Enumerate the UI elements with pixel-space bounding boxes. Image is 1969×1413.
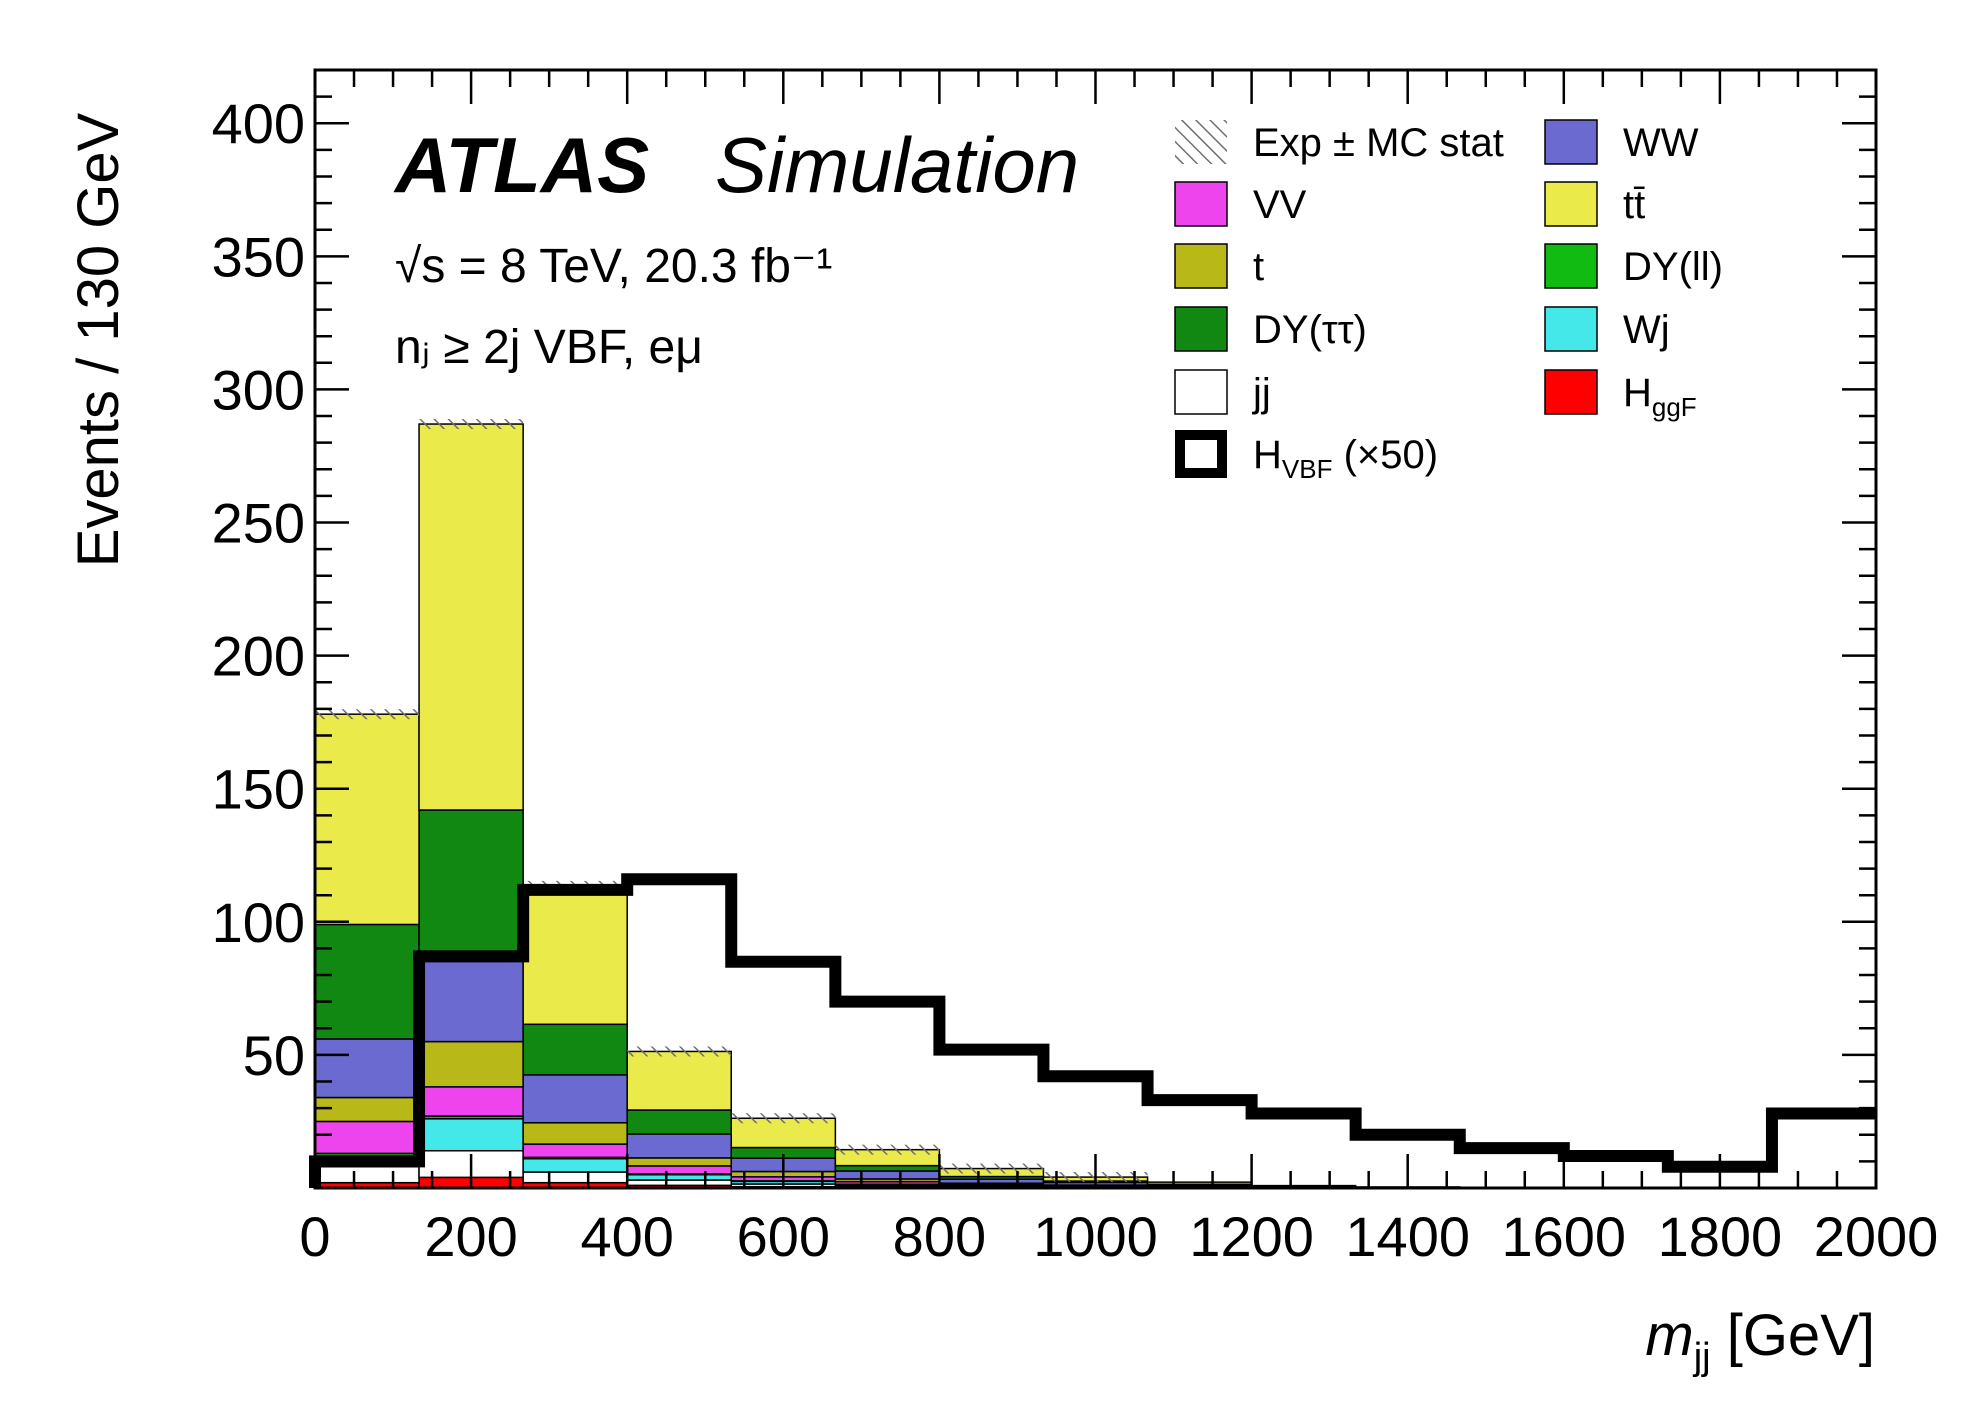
legend-signal-label: HVBF (×50): [1253, 433, 1438, 484]
mc-stat-band-bin-1: [419, 419, 524, 430]
bar-VV-bin-1: [418, 1086, 524, 1117]
legend-Wj-swatch: [1544, 306, 1598, 352]
bar-DYtautau-bin-3: [626, 1109, 732, 1135]
bar-ttbar-bin-3: [626, 1050, 732, 1111]
legend-t-swatch: [1174, 243, 1228, 289]
bar-jj-bin-0: [314, 1165, 420, 1184]
y-tick-label: 400: [212, 92, 305, 155]
y-tick-label: 150: [212, 758, 305, 821]
bar-VV-bin-0: [314, 1120, 420, 1155]
bar-ttbar-bin-0: [314, 713, 420, 926]
axis-ticks: [313, 68, 1878, 1188]
stacked-bars: [314, 423, 1669, 1189]
bar-Wj-bin-2: [522, 1157, 628, 1173]
experiment-label: ATLAS: [393, 121, 649, 209]
bar-DYtautau-bin-1: [418, 809, 524, 952]
legend-jj-label: jj: [1252, 371, 1271, 415]
y-tick-label: 350: [212, 225, 305, 288]
mc-stat-band-bin-4: [731, 1113, 836, 1124]
bar-WW-bin-2: [522, 1074, 628, 1124]
legend-WW-swatch: [1544, 119, 1598, 165]
mc-stat-band-bin-3: [627, 1046, 732, 1057]
legend-DYtautau-swatch: [1174, 306, 1228, 352]
x-tick-label: 800: [893, 1205, 986, 1268]
axis-tick-labels: 0 200 400 600 800 1000 1200 1400 1600 1800 2000 50 1…: [212, 92, 1939, 1268]
bar-t-bin-2: [522, 1122, 628, 1145]
bar-jj-bin-2: [522, 1171, 628, 1184]
bar-DYtautau-bin-2: [522, 1023, 628, 1076]
bar-ttbar-bin-1: [418, 423, 524, 811]
x-tick-label: 1800: [1658, 1205, 1783, 1268]
x-tick-label: 1400: [1345, 1205, 1470, 1268]
y-tick-label: 300: [212, 358, 305, 421]
legend-DYll-label: DY(ll): [1623, 245, 1723, 289]
selection-label: nⱼ ≥ 2j VBF, eμ: [395, 321, 703, 374]
legend-DYtautau-label: DY(ττ): [1253, 308, 1367, 352]
bar-t-bin-0: [314, 1096, 420, 1123]
legend-VV-label: VV: [1253, 183, 1307, 227]
x-axis-title-unit: [GeV]: [1711, 1303, 1875, 1368]
legend-exp-mc-stat-swatch: [1175, 120, 1227, 164]
bar-WW-bin-0: [314, 1038, 420, 1099]
x-tick-label: 2000: [1814, 1205, 1939, 1268]
y-axis-title: Events / 130 GeV: [66, 112, 131, 567]
legend-Wj-label: Wj: [1623, 308, 1670, 352]
y-tick-label: 100: [212, 891, 305, 954]
x-tick-label: 600: [737, 1205, 830, 1268]
bar-WW-bin-1: [418, 950, 524, 1043]
x-tick-label: 0: [299, 1205, 330, 1268]
mc-stat-band-bin-6: [939, 1163, 1044, 1174]
bar-jj-bin-3: [626, 1179, 732, 1187]
legend-ttbar-label: tt̄: [1623, 183, 1645, 227]
x-axis-title: mjj [GeV]: [1645, 1303, 1875, 1378]
y-tick-label: 50: [243, 1024, 305, 1087]
x-axis-title-symbol: m: [1645, 1303, 1693, 1368]
x-tick-label: 200: [424, 1205, 517, 1268]
mc-stat-band-bin-5: [835, 1144, 940, 1155]
x-tick-label: 1200: [1189, 1205, 1314, 1268]
bar-WW-bin-5: [834, 1170, 941, 1180]
legend-HggF-swatch: [1544, 369, 1598, 415]
bar-ttbar-bin-2: [522, 885, 628, 1026]
bar-t-bin-3: [626, 1157, 732, 1167]
legend-signal-swatch: [1175, 430, 1227, 478]
simulation-label: Simulation: [715, 121, 1079, 209]
bar-Wj-bin-1: [418, 1118, 524, 1152]
x-axis-title-sub: jj: [1693, 1336, 1711, 1378]
mc-stat-band-bin-0: [315, 709, 420, 720]
bar-DYtautau-bin-0: [314, 923, 420, 1040]
x-tick-label: 400: [580, 1205, 673, 1268]
legend-jj-swatch: [1174, 369, 1228, 415]
y-tick-label: 250: [212, 492, 305, 555]
bar-t-bin-1: [418, 1040, 524, 1088]
legend-t-label: t: [1253, 245, 1264, 289]
y-tick-label: 200: [212, 625, 305, 688]
legend-exp-mc-stat-label: Exp ± MC stat: [1253, 121, 1504, 165]
legend-HggF-label: HggF: [1623, 371, 1697, 422]
legend-DYll-swatch: [1544, 243, 1598, 289]
x-tick-label: 1600: [1502, 1205, 1627, 1268]
energy-lumi-label: √s = 8 TeV, 20.3 fb⁻¹: [395, 240, 832, 293]
legend: Exp ± MC stat VV t DY(ττ) jj HVBF (×50) WW tt̄ D…: [1174, 119, 1723, 484]
bar-VV-bin-3: [626, 1165, 732, 1175]
x-tick-label: 1000: [1033, 1205, 1158, 1268]
legend-WW-label: WW: [1623, 121, 1699, 165]
bar-VV-bin-2: [522, 1143, 628, 1159]
bar-WW-bin-3: [626, 1133, 732, 1159]
bar-Wj-bin-3: [626, 1173, 732, 1181]
bar-DYtautau-bin-5: [834, 1164, 941, 1172]
bar-ttbar-bin-8: [1146, 1181, 1253, 1186]
legend-ttbar-swatch: [1544, 181, 1598, 227]
legend-VV-swatch: [1174, 181, 1228, 227]
